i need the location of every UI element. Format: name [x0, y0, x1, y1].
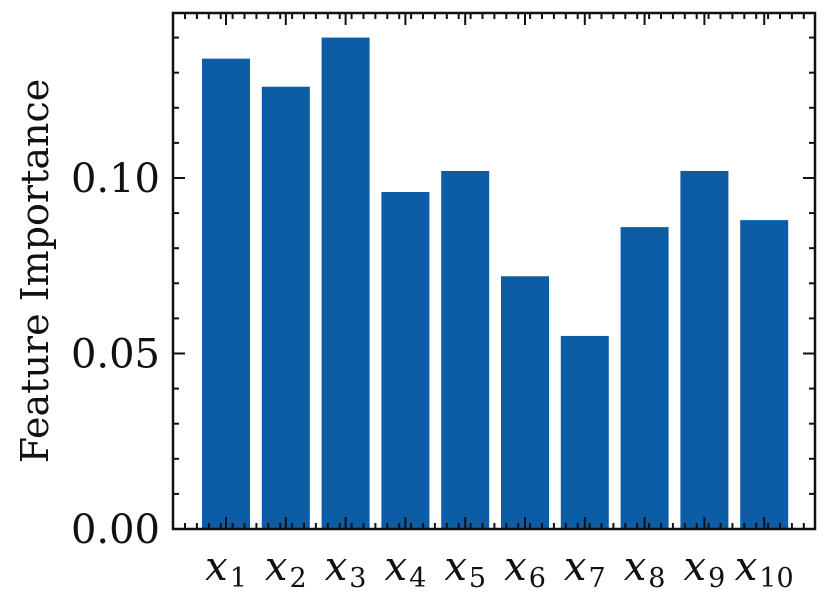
bar-5 — [441, 170, 490, 530]
y-tick-label: 0.05 — [71, 331, 160, 377]
bar-2 — [261, 86, 310, 529]
x-tick-labels: x1 x2 x3 x4 x5 x6 x7 x8 x9 x10 — [205, 544, 794, 594]
bar-8 — [620, 227, 669, 530]
x-tick-label-8: x8 — [624, 544, 666, 594]
bar-1 — [202, 58, 250, 529]
x-tick-label-9: x9 — [684, 544, 726, 594]
y-tick-label: 0.00 — [71, 507, 160, 553]
x-tick-label-4: x4 — [385, 544, 427, 594]
bar-9 — [680, 170, 729, 530]
y-axis-label: Feature Importance — [13, 79, 57, 464]
plot-frame — [171, 11, 817, 531]
bar-4 — [381, 192, 430, 530]
bar-7 — [560, 335, 609, 529]
y-tick-label: 0.10 — [71, 156, 160, 202]
x-tick-label-3: x3 — [325, 544, 367, 594]
x-tick-label-2: x2 — [265, 544, 307, 594]
bar-6 — [501, 276, 549, 529]
bar-10 — [740, 220, 789, 529]
x-tick-label-6: x6 — [504, 544, 546, 594]
x-tick-label-7: x7 — [564, 544, 606, 594]
x-tick-label-1: x1 — [205, 544, 247, 594]
y-tick-labels: 0.00 0.05 0.10 — [71, 156, 160, 553]
bar-3 — [321, 37, 370, 529]
x-tick-label-5: x5 — [444, 544, 486, 594]
bars-group — [202, 37, 789, 530]
x-tick-label-10: x10 — [735, 544, 794, 594]
